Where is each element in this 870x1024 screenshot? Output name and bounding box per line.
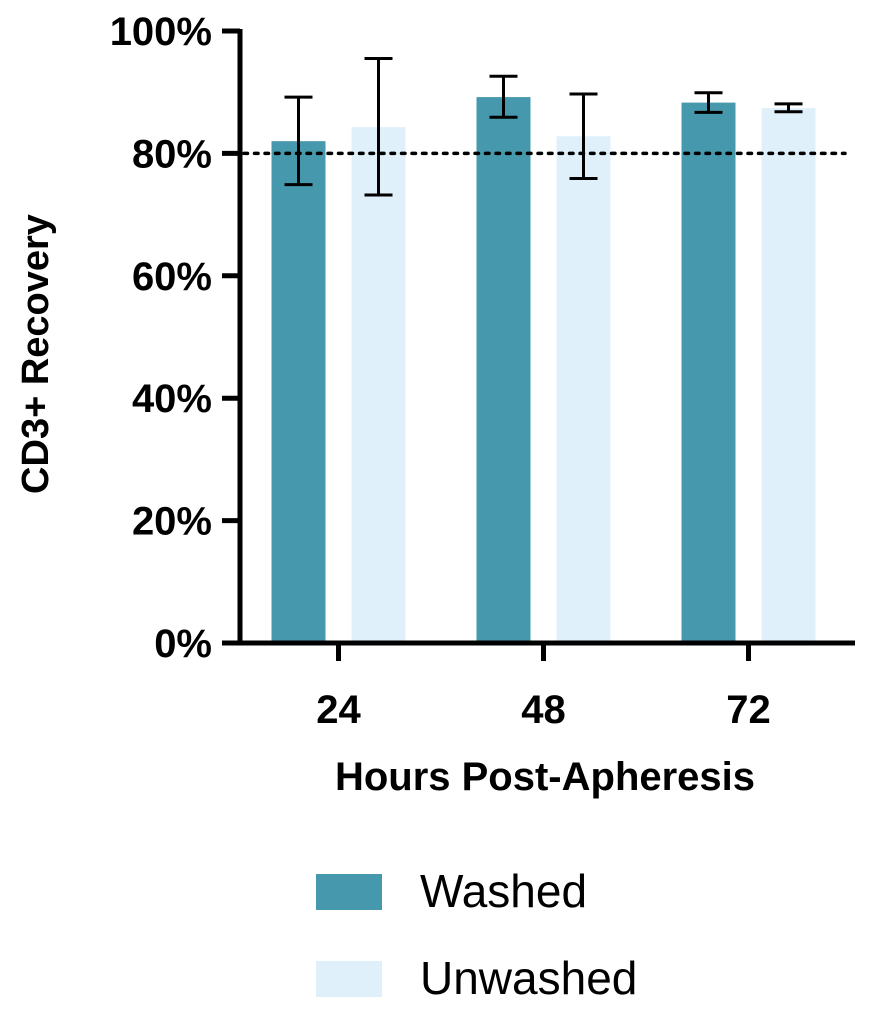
y-tick-label: 80% [132, 132, 212, 176]
legend: Washed Unwashed [316, 865, 637, 1004]
x-tick-label-48: 48 [521, 688, 566, 732]
x-tick-label-72: 72 [726, 688, 771, 732]
x-axis-ticks: 24 48 72 [316, 643, 771, 732]
legend-label-unwashed: Unwashed [420, 952, 637, 1004]
y-tick-label: 20% [132, 500, 212, 544]
bar-washed-48 [476, 97, 531, 643]
y-tick-label: 60% [132, 255, 212, 299]
bar-washed-24 [271, 141, 326, 643]
x-tick-label-24: 24 [316, 688, 361, 732]
bar-unwashed-72 [761, 108, 816, 643]
y-tick-label: 100% [110, 10, 212, 54]
bar-unwashed-24 [351, 127, 406, 644]
y-tick-label: 40% [132, 377, 212, 421]
y-axis-ticks: 0% 20% 40% 60% 80% 100% [110, 10, 240, 666]
bar-washed-72 [681, 102, 736, 643]
y-tick-label: 0% [154, 622, 212, 666]
bar-unwashed-48 [556, 136, 611, 643]
error-bars-layer [284, 57, 803, 197]
legend-label-washed: Washed [420, 865, 587, 917]
x-axis-label: Hours Post-Apheresis [335, 755, 755, 799]
y-axis-label: CD3+ Recovery [15, 214, 57, 494]
legend-swatch-washed [316, 874, 382, 910]
legend-swatch-unwashed [316, 961, 382, 997]
bars-layer [271, 97, 816, 644]
